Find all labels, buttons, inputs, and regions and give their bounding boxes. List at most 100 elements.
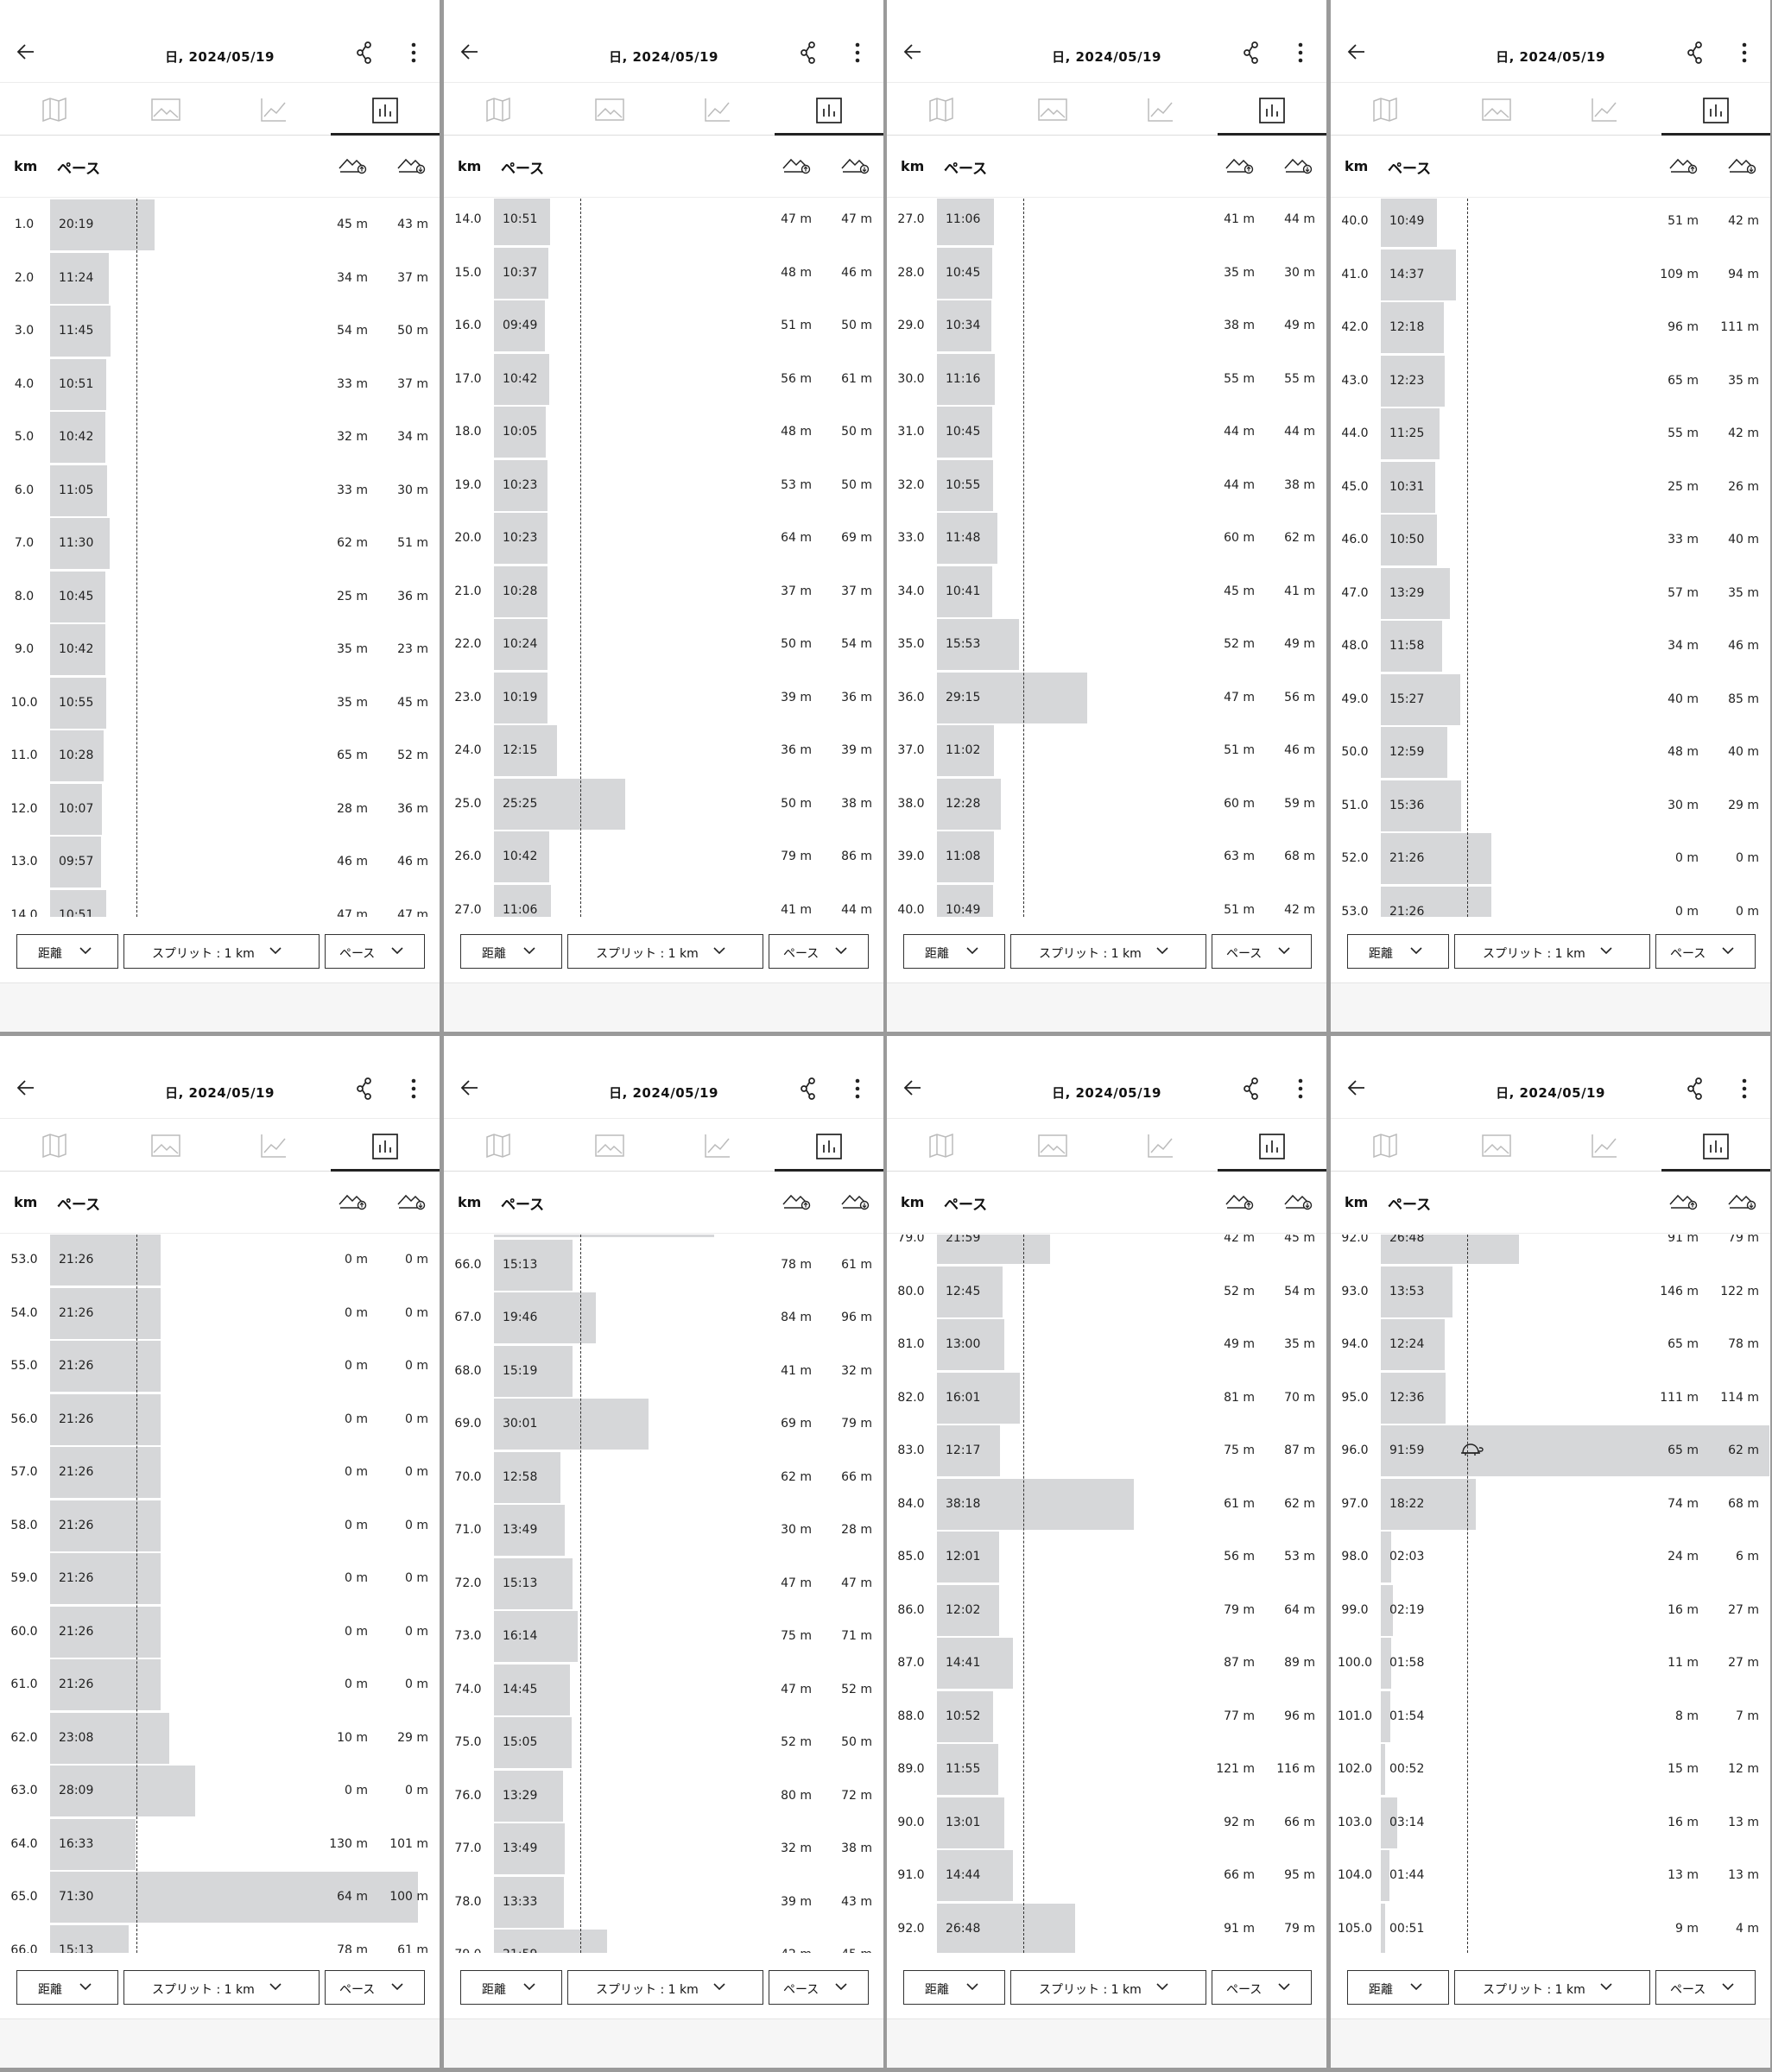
splits-list[interactable]: 79.0 21:59 42 m 45 m 80.0 12:45 52 m 54 m 81.0 13… — [887, 1235, 1326, 1953]
tab-graph[interactable] — [1106, 1120, 1216, 1172]
back-arrow-icon[interactable] — [16, 1077, 36, 1098]
split-dropdown[interactable]: スプリット : 1 km — [1010, 934, 1206, 969]
splits-list[interactable]: 14.0 10:51 47 m 47 m 15.0 10:37 48 m 46 m 16.0 09… — [444, 199, 883, 917]
back-arrow-icon[interactable] — [459, 1077, 480, 1098]
split-dropdown[interactable]: スプリット : 1 km — [123, 1970, 320, 2005]
metric-dropdown[interactable]: 距離 — [460, 1970, 562, 2005]
tab-map[interactable] — [0, 84, 110, 136]
tab-map[interactable] — [887, 84, 997, 136]
more-vert-icon[interactable] — [409, 41, 418, 64]
split-dropdown[interactable]: スプリット : 1 km — [1454, 1970, 1650, 2005]
pace-dropdown[interactable]: ペース — [1212, 934, 1312, 969]
more-vert-icon[interactable] — [1740, 1077, 1749, 1100]
metric-dropdown[interactable]: 距離 — [1347, 934, 1449, 969]
share-icon[interactable] — [1242, 1077, 1261, 1100]
pace-dropdown[interactable]: ペース — [325, 934, 425, 969]
back-arrow-icon[interactable] — [1346, 1077, 1367, 1098]
tab-splits[interactable] — [1218, 1120, 1326, 1172]
tab-splits[interactable] — [1661, 84, 1770, 136]
split-descent: 46 m — [1284, 743, 1315, 757]
tab-photos[interactable] — [110, 1120, 219, 1172]
split-descent: 36 m — [397, 589, 428, 603]
split-row: 35.0 15:53 52 m 49 m — [887, 618, 1326, 671]
tab-map[interactable] — [444, 84, 554, 136]
pace-dropdown[interactable]: ペース — [325, 1970, 425, 2005]
pace-dropdown[interactable]: ペース — [1212, 1970, 1312, 2005]
tab-map[interactable] — [1331, 1120, 1440, 1172]
share-icon[interactable] — [1242, 41, 1261, 64]
split-row: 88.0 10:52 77 m 96 m — [887, 1690, 1326, 1743]
split-dropdown[interactable]: スプリット : 1 km — [1454, 934, 1650, 969]
share-icon[interactable] — [799, 1077, 818, 1100]
splits-list[interactable]: 40.0 10:49 51 m 42 m 41.0 14:37 109 m 94 m 42.0 1… — [1331, 199, 1770, 917]
back-arrow-icon[interactable] — [902, 41, 923, 62]
back-arrow-icon[interactable] — [459, 41, 480, 62]
tab-splits[interactable] — [331, 84, 440, 136]
more-vert-icon[interactable] — [853, 41, 862, 64]
tab-graph[interactable] — [663, 1120, 773, 1172]
tab-graph[interactable] — [1550, 1120, 1660, 1172]
tab-graph[interactable] — [1106, 84, 1216, 136]
more-vert-icon[interactable] — [409, 1077, 418, 1100]
share-icon[interactable] — [799, 41, 818, 64]
column-header: km ペース — [444, 136, 883, 198]
back-arrow-icon[interactable] — [16, 41, 36, 62]
share-icon[interactable] — [355, 1077, 374, 1100]
tab-splits[interactable] — [1661, 1120, 1770, 1172]
tab-photos[interactable] — [1440, 1120, 1550, 1172]
pace-dropdown[interactable]: ペース — [1655, 1970, 1756, 2005]
splits-list[interactable]: 66.0 15:13 78 m 61 m 67.0 19:46 84 m 96 m 68.0 15… — [444, 1235, 883, 1953]
split-descent: 38 m — [1284, 477, 1315, 492]
metric-dropdown[interactable]: 距離 — [1347, 1970, 1449, 2005]
metric-dropdown[interactable]: 距離 — [16, 934, 118, 969]
metric-dropdown[interactable]: 距離 — [460, 934, 562, 969]
tab-graph[interactable] — [1550, 84, 1660, 136]
split-ascent: 57 m — [1668, 585, 1699, 600]
splits-list[interactable]: 27.0 11:06 41 m 44 m 28.0 10:45 35 m 30 m 29.0 10… — [887, 199, 1326, 917]
tab-graph[interactable] — [663, 84, 773, 136]
tab-photos[interactable] — [110, 84, 219, 136]
splits-list[interactable]: 53.0 21:26 0 m 0 m 54.0 21:26 0 m 0 m 55.0 21:26 0… — [0, 1235, 440, 1953]
metric-dropdown[interactable]: 距離 — [903, 934, 1005, 969]
tab-map[interactable] — [1331, 84, 1440, 136]
tab-graph[interactable] — [219, 84, 329, 136]
splits-list[interactable]: 1.0 20:19 45 m 43 m 2.0 11:24 34 m 37 m 3.0 11:45… — [0, 199, 440, 917]
split-dropdown[interactable]: スプリット : 1 km — [567, 1970, 763, 2005]
share-icon[interactable] — [1686, 1077, 1705, 1100]
split-dropdown[interactable]: スプリット : 1 km — [1010, 1970, 1206, 2005]
tab-photos[interactable] — [554, 84, 663, 136]
split-dropdown[interactable]: スプリット : 1 km — [567, 934, 763, 969]
tab-splits[interactable] — [1218, 84, 1326, 136]
tab-map[interactable] — [0, 1120, 110, 1172]
tab-map[interactable] — [444, 1120, 554, 1172]
more-vert-icon[interactable] — [853, 1077, 862, 1100]
split-km: 34.0 — [897, 584, 925, 598]
split-pace: 26:48 — [946, 1921, 981, 1936]
metric-dropdown[interactable]: 距離 — [16, 1970, 118, 2005]
tab-photos[interactable] — [997, 84, 1106, 136]
pace-dropdown[interactable]: ペース — [769, 934, 869, 969]
more-vert-icon[interactable] — [1296, 41, 1305, 64]
back-arrow-icon[interactable] — [902, 1077, 923, 1098]
split-dropdown[interactable]: スプリット : 1 km — [123, 934, 320, 969]
tab-photos[interactable] — [554, 1120, 663, 1172]
pace-bar — [937, 353, 995, 405]
more-vert-icon[interactable] — [1740, 41, 1749, 64]
pace-dropdown[interactable]: ペース — [1655, 934, 1756, 969]
metric-dropdown[interactable]: 距離 — [903, 1970, 1005, 2005]
tab-splits[interactable] — [775, 84, 883, 136]
tab-splits[interactable] — [331, 1120, 440, 1172]
tab-splits[interactable] — [775, 1120, 883, 1172]
back-arrow-icon[interactable] — [1346, 41, 1367, 62]
pace-dropdown[interactable]: ペース — [769, 1970, 869, 2005]
tab-photos[interactable] — [997, 1120, 1106, 1172]
tab-map[interactable] — [887, 1120, 997, 1172]
share-icon[interactable] — [355, 41, 374, 64]
tab-photos[interactable] — [1440, 84, 1550, 136]
tab-graph[interactable] — [219, 1120, 329, 1172]
split-km: 101.0 — [1337, 1709, 1373, 1723]
splits-list[interactable]: 92.0 26:48 91 m 79 m 93.0 13:53 146 m 122 m 94.0… — [1331, 1235, 1770, 1953]
split-pace: 11:25 — [1389, 426, 1425, 440]
share-icon[interactable] — [1686, 41, 1705, 64]
more-vert-icon[interactable] — [1296, 1077, 1305, 1100]
